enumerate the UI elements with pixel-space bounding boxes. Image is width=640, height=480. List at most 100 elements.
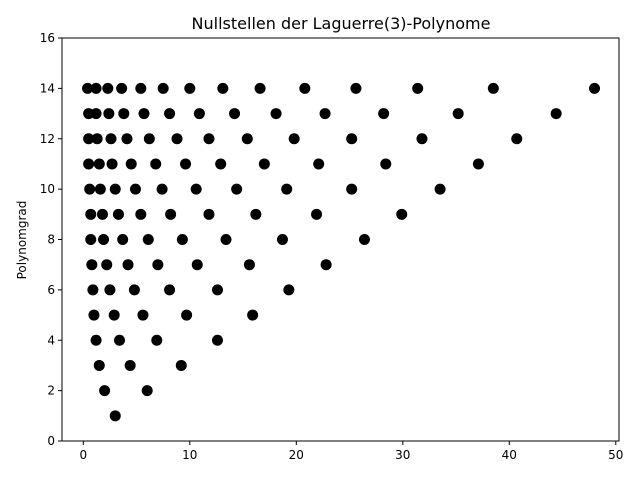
data-point [472, 158, 484, 170]
data-point [487, 82, 499, 94]
data-point [103, 108, 115, 120]
x-tick-label: 50 [608, 448, 623, 462]
data-point [124, 359, 136, 371]
data-point [380, 158, 392, 170]
data-point [193, 108, 205, 120]
data-point [137, 309, 149, 321]
y-tick-label: 16 [40, 31, 55, 45]
x-tick-label: 10 [182, 448, 197, 462]
data-point [112, 208, 124, 220]
data-point [157, 82, 169, 94]
data-point [91, 133, 103, 145]
data-point [84, 183, 96, 195]
data-point [434, 183, 446, 195]
data-point [87, 284, 99, 296]
data-point [283, 284, 295, 296]
data-point [288, 133, 300, 145]
data-point [203, 133, 215, 145]
data-point [346, 133, 358, 145]
x-axis: 0 10 20 30 40 50 [79, 441, 623, 462]
data-point [117, 234, 129, 245]
data-point [358, 234, 370, 245]
y-tick-label: 14 [40, 81, 55, 95]
y-tick-label: 6 [47, 283, 55, 297]
y-tick-label: 0 [47, 434, 55, 448]
data-point [231, 183, 243, 195]
data-point [152, 259, 164, 271]
y-tick-label: 10 [40, 182, 55, 196]
x-tick-label: 20 [289, 448, 304, 462]
data-point [88, 309, 100, 321]
data-point [104, 284, 116, 296]
data-points [82, 82, 601, 422]
data-point [93, 158, 105, 170]
data-point [378, 108, 390, 120]
data-point [90, 334, 102, 346]
data-point [346, 183, 358, 195]
data-point [96, 208, 108, 220]
data-point [90, 82, 102, 94]
data-point [180, 158, 192, 170]
data-point [247, 309, 259, 321]
data-point [129, 183, 141, 195]
data-point [93, 359, 105, 371]
y-tick-label: 12 [40, 132, 55, 146]
data-point [589, 82, 601, 94]
data-point [114, 334, 126, 346]
data-point [164, 284, 176, 296]
data-point [122, 259, 134, 271]
data-point [313, 158, 325, 170]
data-point [116, 82, 128, 94]
data-point [319, 108, 331, 120]
data-point [138, 108, 150, 120]
data-point [83, 158, 95, 170]
data-point [176, 234, 188, 245]
data-point [412, 82, 424, 94]
y-axis: 0 2 4 6 8 10 12 14 16 [40, 31, 62, 448]
data-point [281, 183, 293, 195]
data-point [121, 133, 133, 145]
data-point [550, 108, 562, 120]
data-point [142, 234, 154, 245]
data-point [150, 158, 162, 170]
data-point [151, 334, 163, 346]
data-point [452, 108, 464, 120]
plot-area-frame [61, 37, 620, 442]
data-point [101, 259, 113, 271]
data-point [181, 309, 193, 321]
data-point [135, 82, 147, 94]
data-point [99, 385, 111, 397]
data-point [108, 309, 120, 321]
data-point [276, 234, 288, 245]
data-point [85, 208, 97, 220]
data-point [250, 208, 262, 220]
data-point [320, 259, 332, 271]
data-point [258, 158, 270, 170]
data-point [125, 158, 137, 170]
data-point [109, 183, 121, 195]
data-point [220, 234, 232, 245]
x-tick-label: 0 [79, 448, 87, 462]
data-point [83, 133, 95, 145]
data-point [350, 82, 362, 94]
y-axis-label: Polynomgrad [15, 201, 29, 280]
data-point [211, 334, 223, 346]
data-point [98, 234, 110, 245]
data-point [184, 82, 196, 94]
data-point [191, 259, 203, 271]
data-point [211, 284, 223, 296]
data-point [156, 183, 168, 195]
data-point [511, 133, 523, 145]
data-point [165, 208, 177, 220]
data-point [241, 133, 253, 145]
data-point [82, 82, 94, 94]
data-point [203, 208, 215, 220]
data-point [175, 359, 187, 371]
data-point [90, 108, 102, 120]
y-tick-label: 2 [47, 384, 55, 398]
chart-title: Nullstellen der Laguerre(3)-Polynome [192, 14, 491, 33]
data-point [299, 82, 311, 94]
data-point [102, 82, 114, 94]
data-point [85, 234, 97, 245]
